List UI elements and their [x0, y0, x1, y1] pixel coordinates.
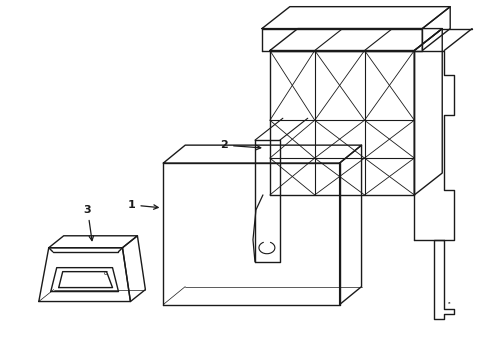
Text: 3: 3: [83, 205, 93, 240]
Text: 1: 1: [127, 200, 158, 210]
Text: '': '': [447, 302, 450, 307]
Text: c: c: [103, 270, 107, 276]
Text: 2: 2: [220, 140, 260, 150]
